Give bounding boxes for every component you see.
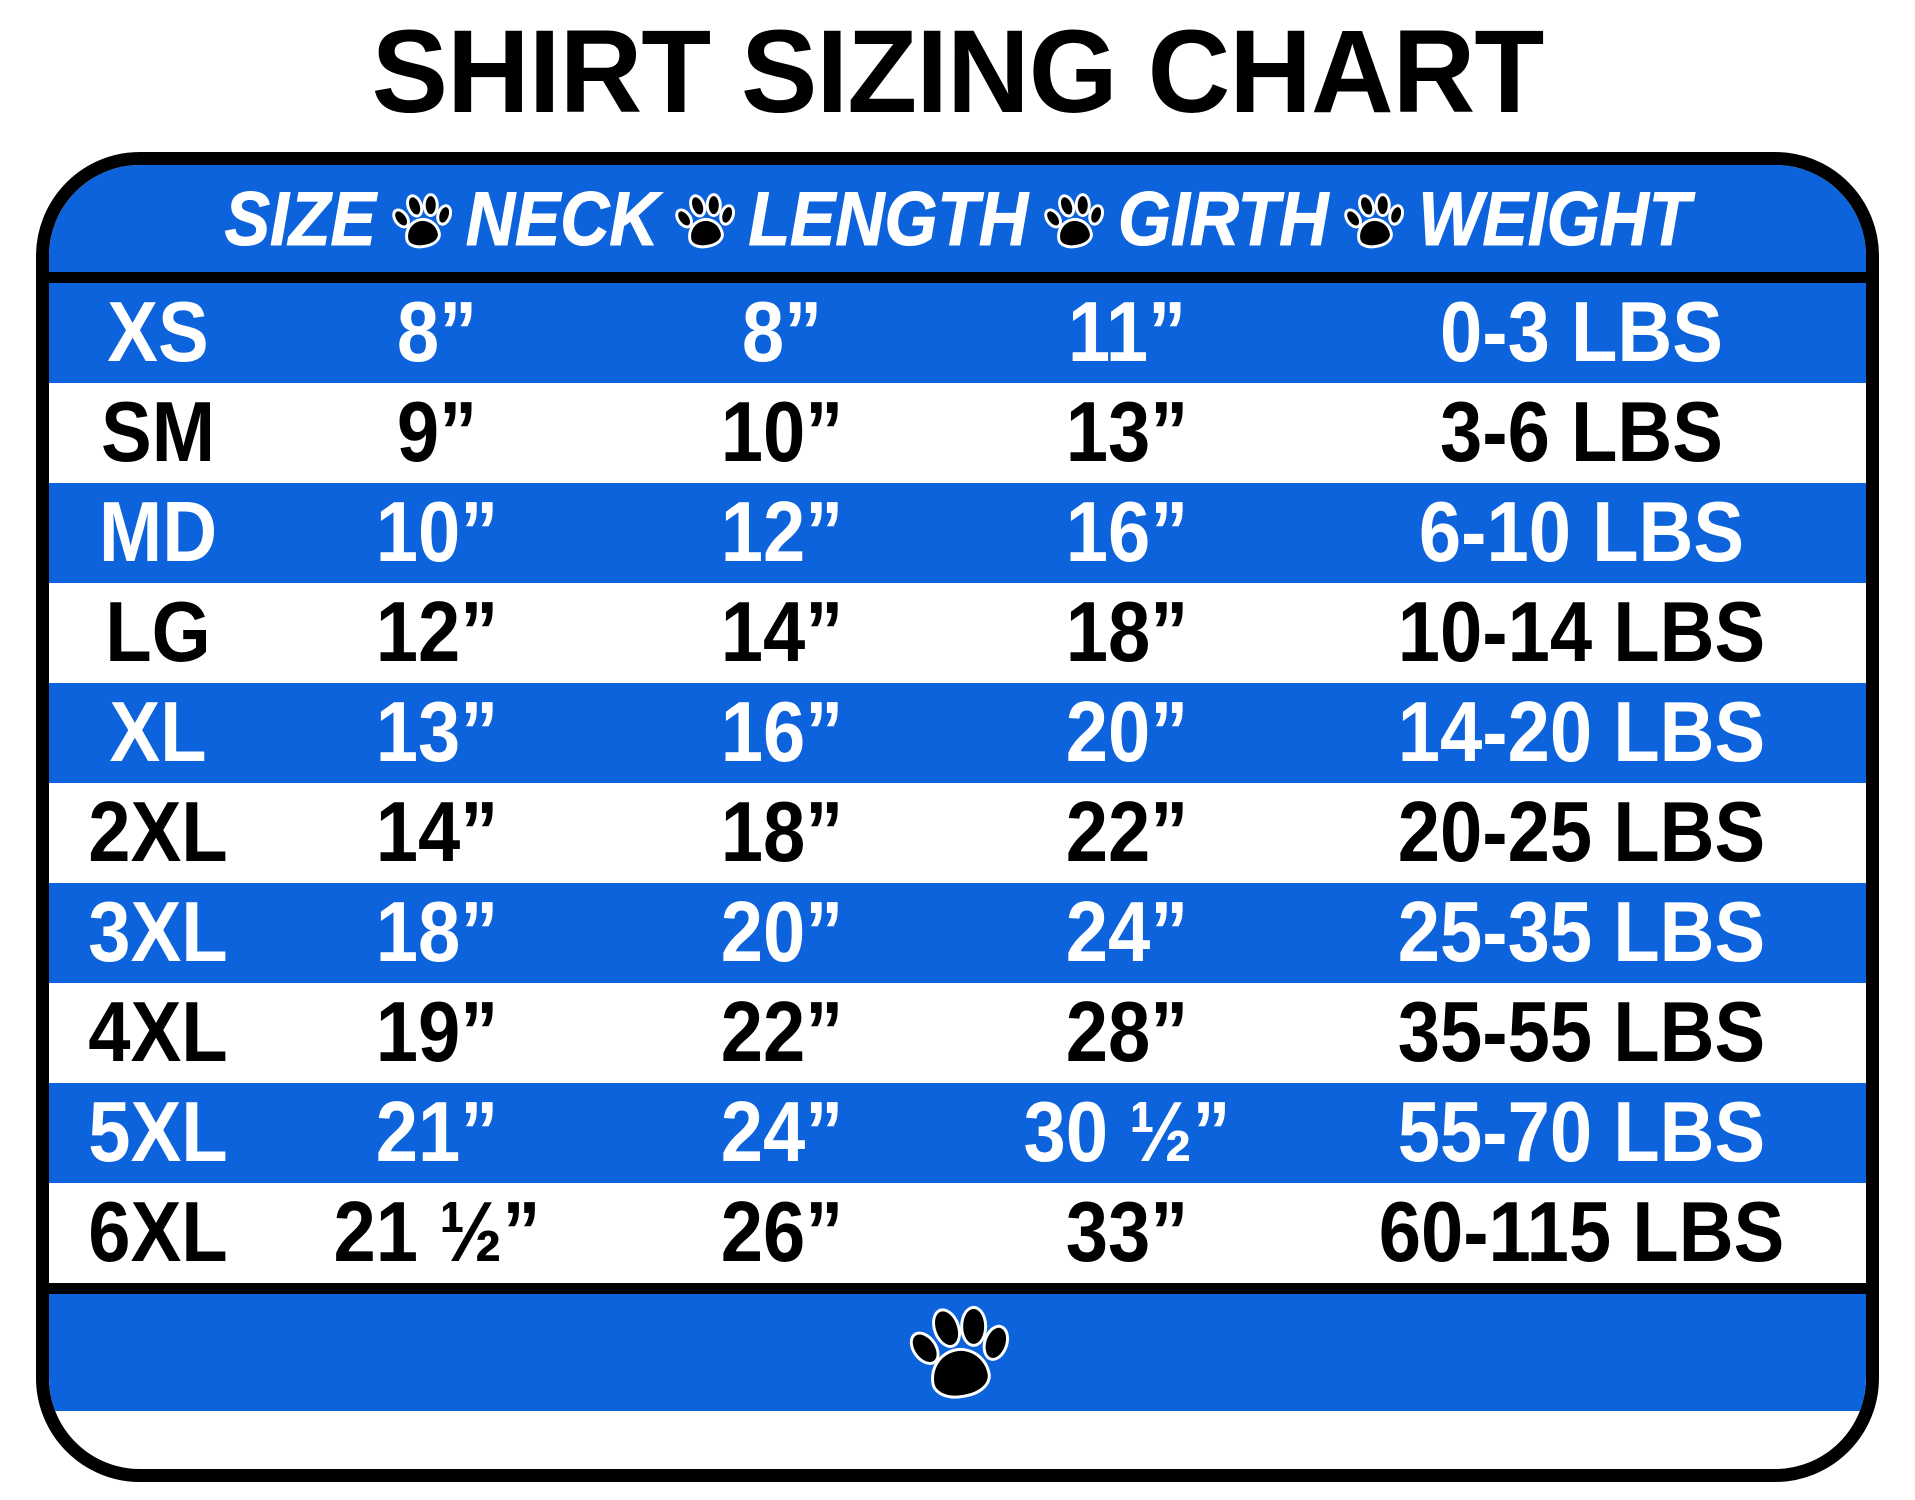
- cell-weight: 60-115 LBS: [1378, 1184, 1785, 1281]
- cell-neck: 19”: [375, 984, 499, 1081]
- cell-girth: 11”: [1067, 284, 1187, 381]
- cell-size: 4XL: [88, 984, 228, 1081]
- cell-weight: 20-25 LBS: [1397, 784, 1766, 881]
- cell-size: 3XL: [88, 884, 228, 981]
- cell-weight: 10-14 LBS: [1397, 584, 1766, 681]
- cell-girth: 13”: [1065, 384, 1189, 481]
- cell-weight: 6-10 LBS: [1418, 484, 1745, 581]
- cell-weight: 3-6 LBS: [1440, 384, 1723, 481]
- cell-length: 24”: [720, 1084, 844, 1181]
- table-header-row: SIZE NECK LENGTH GIRTH WEIGHT: [49, 165, 1866, 283]
- page-title: SHIRT SIZING CHART: [371, 6, 1545, 138]
- cell-neck: 13”: [375, 684, 499, 781]
- cell-girth: 33”: [1065, 1184, 1189, 1281]
- cell-girth: 24”: [1065, 884, 1189, 981]
- cell-neck: 12”: [375, 584, 499, 681]
- cell-girth: 30 ½”: [1023, 1084, 1231, 1181]
- cell-length: 18”: [720, 784, 844, 881]
- cell-girth: 22”: [1065, 784, 1189, 881]
- cell-length: 26”: [720, 1184, 844, 1281]
- column-header-neck: NECK: [465, 175, 659, 262]
- cell-size: SM: [101, 384, 215, 481]
- cell-length: 8”: [741, 284, 823, 381]
- column-header-length: LENGTH: [748, 175, 1029, 262]
- cell-size: MD: [98, 484, 218, 581]
- column-header-weight: WEIGHT: [1418, 175, 1691, 262]
- cell-length: 12”: [720, 484, 844, 581]
- cell-neck: 10”: [375, 484, 499, 581]
- cell-neck: 18”: [375, 884, 499, 981]
- table-row: XL 13” 16” 20” 14-20 LBS: [49, 683, 1866, 783]
- cell-size: XL: [109, 684, 207, 781]
- table-footer: [49, 1283, 1866, 1411]
- paw-print-icon: [903, 1298, 1013, 1407]
- table-row: 3XL 18” 20” 24” 25-35 LBS: [49, 883, 1866, 983]
- paw-print-icon: [376, 188, 466, 251]
- cell-length: 10”: [720, 384, 844, 481]
- cell-size: LG: [105, 584, 211, 681]
- cell-girth: 28”: [1065, 984, 1189, 1081]
- cell-length: 16”: [720, 684, 844, 781]
- cell-neck: 8”: [396, 284, 478, 381]
- table-row: 2XL 14” 18” 22” 20-25 LBS: [49, 783, 1866, 883]
- cell-neck: 9”: [396, 384, 478, 481]
- table-row: XS 8” 8” 11” 0-3 LBS: [49, 283, 1866, 383]
- sizing-table-frame: SIZE NECK LENGTH GIRTH WEIGHT XS 8” 8” 11” 0…: [36, 152, 1879, 1482]
- table-row: LG 12” 14” 18” 10-14 LBS: [49, 583, 1866, 683]
- table-row: 5XL 21” 24” 30 ½” 55-70 LBS: [49, 1083, 1866, 1183]
- cell-weight: 0-3 LBS: [1440, 284, 1723, 381]
- cell-size: 6XL: [88, 1184, 228, 1281]
- cell-neck: 14”: [375, 784, 499, 881]
- table-row: SM 9” 10” 13” 3-6 LBS: [49, 383, 1866, 483]
- cell-size: 5XL: [88, 1084, 228, 1181]
- table-row: MD 10” 12” 16” 6-10 LBS: [49, 483, 1866, 583]
- cell-size: 2XL: [88, 784, 228, 881]
- paw-print-icon: [1328, 188, 1418, 251]
- paw-print-icon: [659, 188, 749, 251]
- cell-girth: 16”: [1065, 484, 1189, 581]
- paw-print-icon: [1028, 188, 1118, 251]
- table-row: 4XL 19” 22” 28” 35-55 LBS: [49, 983, 1866, 1083]
- cell-girth: 18”: [1065, 584, 1189, 681]
- cell-weight: 14-20 LBS: [1397, 684, 1766, 781]
- table-body: XS 8” 8” 11” 0-3 LBS SM 9” 10” 13” 3-6 LBS MD 10” 12…: [49, 283, 1866, 1283]
- cell-length: 14”: [720, 584, 844, 681]
- table-row: 6XL 21 ½” 26” 33” 60-115 LBS: [49, 1183, 1866, 1283]
- column-header-girth: GIRTH: [1118, 175, 1329, 262]
- cell-girth: 20”: [1065, 684, 1189, 781]
- column-header-size: SIZE: [224, 175, 376, 262]
- cell-length: 20”: [720, 884, 844, 981]
- cell-weight: 25-35 LBS: [1397, 884, 1766, 981]
- cell-length: 22”: [720, 984, 844, 1081]
- cell-neck: 21 ½”: [333, 1184, 541, 1281]
- cell-weight: 35-55 LBS: [1397, 984, 1766, 1081]
- cell-neck: 21”: [375, 1084, 499, 1181]
- cell-size: XS: [107, 284, 209, 381]
- cell-weight: 55-70 LBS: [1397, 1084, 1766, 1181]
